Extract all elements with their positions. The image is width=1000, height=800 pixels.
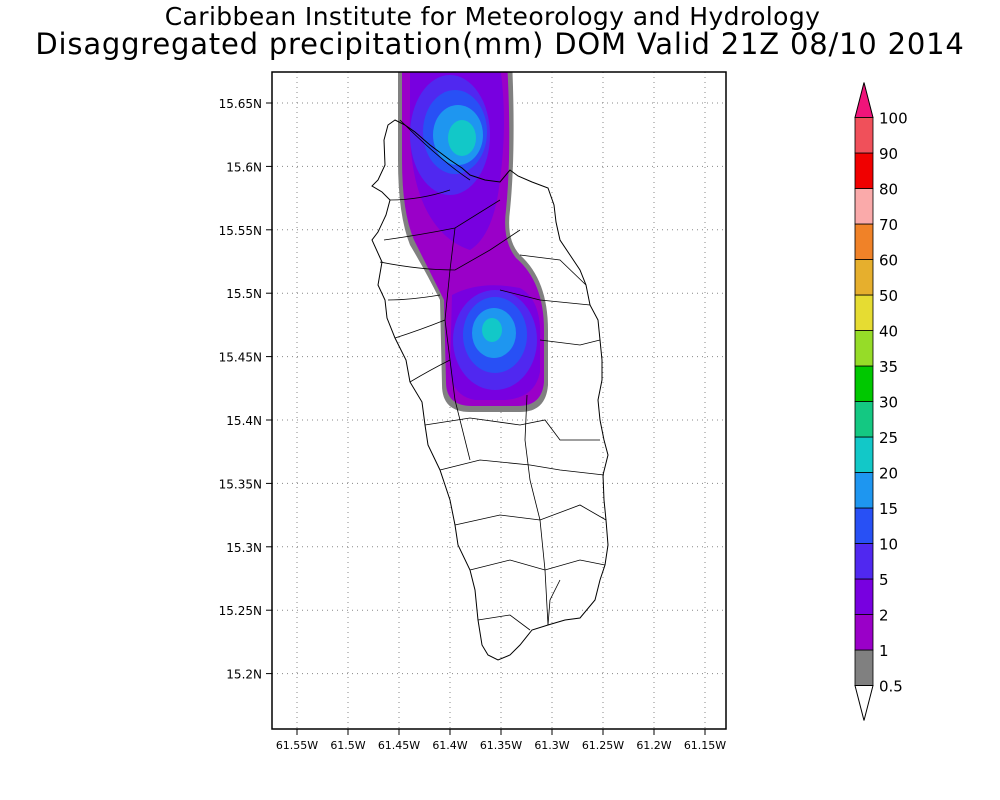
lat-tick-label: 15.45N (219, 351, 262, 365)
map-gridlines (272, 72, 726, 729)
lat-tick-label: 15.3N (226, 541, 262, 555)
lat-tick-label: 15.35N (219, 477, 262, 491)
colorbar-label: 50 (879, 287, 898, 305)
coastline (371, 119, 609, 661)
colorbar-swatch (854, 365, 874, 402)
colorbar-label: 100 (879, 110, 908, 128)
lat-tick-label: 15.2N (226, 668, 262, 682)
lon-tick-label: 61.2W (636, 739, 671, 752)
colorbar-swatch (854, 614, 874, 651)
colorbar-label: 2 (879, 607, 889, 625)
colorbar-label: 70 (879, 216, 898, 234)
colorbar-swatch (854, 436, 874, 473)
colorbar-label: 20 (879, 465, 898, 483)
precipitation-field (398, 72, 548, 412)
colorbar-label: 25 (879, 429, 898, 447)
colorbar-label: 5 (879, 571, 889, 589)
colorbar-swatch (854, 330, 874, 367)
colorbar-label: 35 (879, 358, 898, 376)
lat-tick-label: 15.25N (219, 604, 262, 618)
colorbar-swatch (854, 259, 874, 296)
colorbar-swatch (854, 152, 874, 189)
lon-tick-label: 61.25W (582, 739, 624, 752)
colorbar-label: 90 (879, 145, 898, 163)
lat-tick-label: 15.55N (219, 224, 262, 238)
precip-contour-20-central (482, 318, 502, 342)
lon-tick-label: 61.45W (378, 739, 420, 752)
colorbar-label: 60 (879, 252, 898, 270)
lon-tick-label: 61.4W (432, 739, 467, 752)
longitude-axis: 61.55W 61.5W 61.45W 61.4W 61.35W 61.3W 61.25W 6… (276, 729, 726, 752)
colorbar-swatch (854, 223, 874, 260)
colorbar-swatch (854, 188, 874, 225)
colorbar-label: 40 (879, 323, 898, 341)
colorbar-min-arrow (854, 685, 874, 721)
title-product: Disaggregated precipitation(mm) DOM Vali… (35, 27, 965, 61)
colorbar-label: 1 (879, 642, 889, 660)
lon-tick-label: 61.15W (684, 739, 726, 752)
lat-tick-label: 15.6N (226, 160, 262, 174)
latitude-axis: 15.65N 15.6N 15.55N 15.5N 15.45N 15.4N 15.35N 1… (219, 97, 272, 682)
colorbar-swatch (854, 507, 874, 544)
watershed-boundaries (379, 119, 607, 631)
colorbar-swatch (854, 117, 874, 154)
colorbar-label: 30 (879, 394, 898, 412)
colorbar-label: 10 (879, 536, 898, 554)
colorbar-swatch (854, 401, 874, 438)
title-institute: Caribbean Institute for Meteorology and … (164, 2, 821, 31)
lon-tick-label: 61.5W (330, 739, 365, 752)
precip-contour-20-north (448, 120, 476, 156)
colorbar-swatch (854, 649, 874, 686)
dominica-island (371, 119, 609, 661)
map-frame (271, 71, 727, 730)
colorbar-max-arrow (854, 82, 874, 118)
colorbar-label: 0.5 (879, 678, 903, 696)
lon-tick-label: 61.35W (480, 739, 522, 752)
lon-tick-label: 61.55W (276, 739, 318, 752)
colorbar-swatch (854, 294, 874, 331)
colorbar-swatch (854, 578, 874, 615)
lat-tick-label: 15.65N (219, 97, 262, 111)
lat-tick-label: 15.5N (226, 287, 262, 301)
colorbar-swatch (854, 543, 874, 580)
lon-tick-label: 61.3W (534, 739, 569, 752)
colorbar-label: 15 (879, 500, 898, 518)
colorbar-label: 80 (879, 181, 898, 199)
colorbar-swatch (854, 472, 874, 509)
lat-tick-label: 15.4N (226, 414, 262, 428)
